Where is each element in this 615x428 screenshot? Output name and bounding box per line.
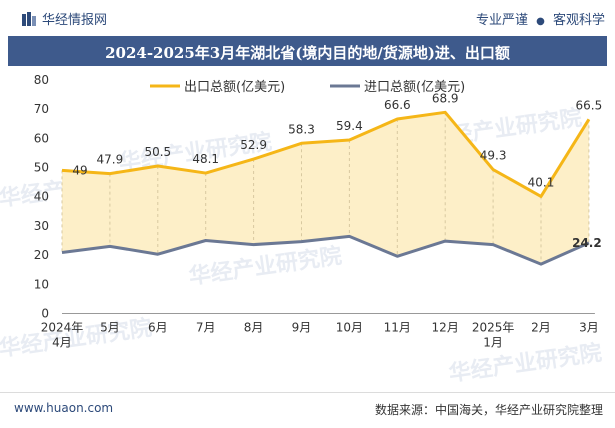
- data-label-export: 47.9: [97, 153, 124, 167]
- x-tick-label: 2月: [531, 321, 551, 335]
- data-label-export: 68.9: [432, 91, 459, 105]
- title-bar: 2024-2025年3月年湖北省(境内目的地/货源地)进、出口额: [8, 36, 607, 66]
- x-tick-label: 5月: [100, 321, 120, 335]
- footer: www.huaon.com 数据来源：中国海关，华经产业研究院整理: [0, 392, 615, 428]
- x-tick-label: 7月: [196, 321, 216, 335]
- y-tick-label: 70: [34, 102, 49, 116]
- chart-title: 2024-2025年3月年湖北省(境内目的地/货源地)进、出口额: [105, 44, 510, 62]
- y-tick-label: 20: [34, 248, 49, 262]
- x-tick-label: 6月: [148, 321, 168, 335]
- drop-lines: [61, 112, 590, 265]
- y-tick-label: 40: [34, 190, 49, 204]
- data-label-export: 49.3: [480, 149, 507, 163]
- data-label-export: 52.9: [240, 138, 267, 152]
- y-tick-label: 80: [34, 73, 49, 87]
- data-label-export: 58.3: [288, 122, 315, 136]
- legend-label-1: 进口总额(亿美元): [364, 80, 465, 95]
- legend-label-0: 出口总额(亿美元): [184, 80, 285, 95]
- data-label-export: 66.5: [576, 98, 603, 112]
- y-tick-label: 30: [34, 219, 49, 233]
- watermark-text: 华经产业研究院: [447, 340, 603, 387]
- x-tick-label: 12月: [432, 321, 459, 335]
- data-label-export: 59.4: [336, 119, 363, 133]
- data-label-export: 48.1: [192, 152, 219, 166]
- brand: 华经情报网: [22, 9, 107, 28]
- tagline-left: 专业严谨: [475, 13, 528, 28]
- chart: 华经产业研究院华经产业研究院华经产业研究院华经产业研究院华经产业研究院华经产业研…: [0, 73, 603, 387]
- x-tick-label: 2025年 1月: [472, 321, 515, 350]
- logo-icon: [22, 11, 36, 26]
- data-label-export: 40.1: [528, 175, 555, 189]
- x-tick-label: 2024年 4月: [41, 321, 84, 350]
- tagline: 专业严谨 ● 客观科学: [476, 9, 605, 28]
- x-tick-label: 9月: [292, 321, 312, 335]
- data-label-import: 24.2: [572, 236, 602, 250]
- brand-name: 华经情报网: [42, 13, 108, 28]
- y-axis: 0 10 20 30 40 50 60 70 80: [34, 73, 49, 321]
- export-line: [61, 110, 591, 198]
- x-tick-label: 3月: [579, 321, 599, 335]
- source-text: 中国海关，华经产业研究院整理: [434, 403, 603, 417]
- source-label: 数据来源：: [374, 403, 435, 417]
- x-tick-label: 8月: [244, 321, 264, 335]
- data-label-export: 50.5: [144, 145, 171, 159]
- data-labels: 49 47.9 50.5 48.1 52.9 58.3 59.4 66.6 68.9 49.3 40…: [72, 91, 602, 250]
- y-tick-label: 60: [34, 131, 49, 145]
- data-source: 数据来源：中国海关，华经产业研究院整理: [375, 401, 603, 418]
- y-tick-label: 0: [41, 307, 49, 321]
- x-axis: 2024年 4月 5月 6月 7月 8月 9月 10月 11月 12月 2025年 1月 2月 3月: [41, 313, 599, 350]
- tagline-dot: ●: [536, 16, 545, 27]
- area-fill: [62, 112, 589, 265]
- tagline-right: 客观科学: [552, 13, 605, 28]
- import-line: [61, 234, 590, 266]
- y-tick-label: 10: [34, 277, 49, 291]
- site-url[interactable]: www.huaon.com: [14, 401, 114, 415]
- data-label-export: 66.6: [384, 98, 411, 112]
- x-tick-label: 10月: [336, 321, 363, 335]
- watermark-text: 华经产业研究院: [187, 243, 343, 290]
- legend: 出口总额(亿美元) 进口总额(亿美元): [150, 80, 465, 95]
- x-tick-label: 11月: [384, 321, 411, 335]
- top-bar: 华经情报网 专业严谨 ● 客观科学: [0, 0, 615, 34]
- data-label-export: 49: [72, 163, 87, 177]
- y-tick-label: 50: [34, 161, 49, 175]
